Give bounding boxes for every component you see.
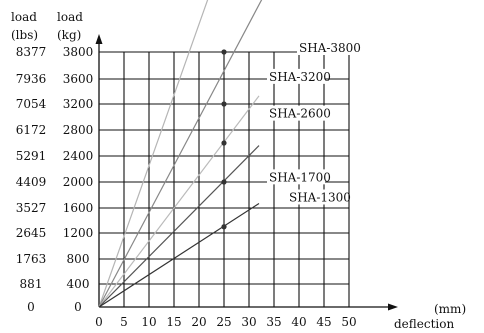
y-tick-label-kg: 1600 [63,201,94,215]
series-line-sha-3800 [98,0,209,308]
x-tick-label: 25 [216,315,231,329]
y-tick-labels-kg: 0 400 800 1200 1600 2000 2400 2800 3200 3600 3800 [63,45,94,314]
markers [221,49,227,230]
x-tick-label: 45 [316,315,331,329]
y-tick-label-lbs: 2645 [16,226,47,240]
y-tick-label-kg: 800 [67,252,90,266]
right-axis-header-line-2: (kg) [57,28,81,42]
left-axis-header-line-1: load [11,10,37,24]
series-lines [98,0,263,308]
series-label-background [267,68,325,84]
x-tick-label: 10 [141,315,156,329]
series-label-sha-3200: SHA-3200 [269,70,331,84]
series-line-sha-1700 [98,145,260,308]
y-tick-label-kg: 2400 [63,149,94,163]
y-tick-label-lbs: 3527 [16,201,47,215]
y-tick-label-kg: 3600 [63,72,94,86]
y-tick-label-lbs: 8377 [16,45,47,59]
y-tick-label-kg: 3800 [63,45,94,59]
x-tick-label: 5 [120,315,128,329]
series-label-sha-1300: SHA-1300 [289,191,351,205]
axes [95,34,398,311]
x-tick-label: 15 [166,315,181,329]
series-marker-sha-3200 [221,101,227,107]
x-axis-title: deflection [394,317,454,331]
series-line-sha-1300 [98,202,260,308]
series-line-sha-2600 [98,95,260,308]
series-label-sha-2600: SHA-2600 [269,107,331,121]
y-tick-label-kg: 2000 [63,175,94,189]
x-tick-label: 20 [191,315,206,329]
x-tick-label: 30 [241,315,256,329]
y-tick-label-kg: 2800 [63,123,94,137]
series-line-sha-3200 [98,0,263,308]
series-label-sha-3800: SHA-3800 [299,41,361,55]
y-tick-label-lbs: 5291 [16,149,47,163]
series-label-background [267,169,325,185]
x-tick-label: 35 [266,315,281,329]
y-tick-label-lbs: 6172 [16,123,47,137]
y-tick-label-lbs: 7936 [16,72,47,86]
y-tick-label-lbs: 0 [27,300,35,314]
y-tick-label-kg: 400 [67,277,90,291]
x-tick-labels: 0 5 10 15 20 25 30 35 40 45 50 [95,315,356,329]
series-marker-sha-1700 [221,179,227,185]
y-axis-arrow-icon [95,34,103,44]
x-axis-unit: (mm) [434,302,466,316]
x-axis-arrow-icon [388,303,398,311]
series-label-background [287,189,345,205]
series-label-background [267,105,325,121]
y-tick-label-kg: 0 [74,300,82,314]
y-tick-labels-lbs: 0 881 1763 2645 3527 4409 5291 6172 7054 7936 8377 [16,45,47,314]
x-tick-label: 40 [291,315,306,329]
series-label-background [297,40,355,55]
series-label-sha-1700: SHA-1700 [269,170,331,184]
y-tick-label-lbs: 4409 [16,175,47,189]
right-axis-header-line-1: load [57,10,83,24]
y-tick-label-kg: 3200 [63,97,94,111]
series-marker-sha-2600 [221,140,227,146]
x-tick-label: 50 [341,315,356,329]
y-tick-label-lbs: 881 [20,277,43,291]
series-marker-sha-3800 [221,49,227,55]
y-tick-label-lbs: 7054 [16,97,47,111]
x-tick-label: 0 [95,315,103,329]
series-marker-sha-1300 [221,224,227,230]
y-tick-label-kg: 1200 [63,226,94,240]
y-tick-label-lbs: 1763 [16,252,47,266]
series-labels: SHA-3800 SHA-3200 SHA-2600 SHA-1700 SHA-1300 [267,40,361,205]
left-axis-header-line-2: (lbs) [11,28,38,42]
